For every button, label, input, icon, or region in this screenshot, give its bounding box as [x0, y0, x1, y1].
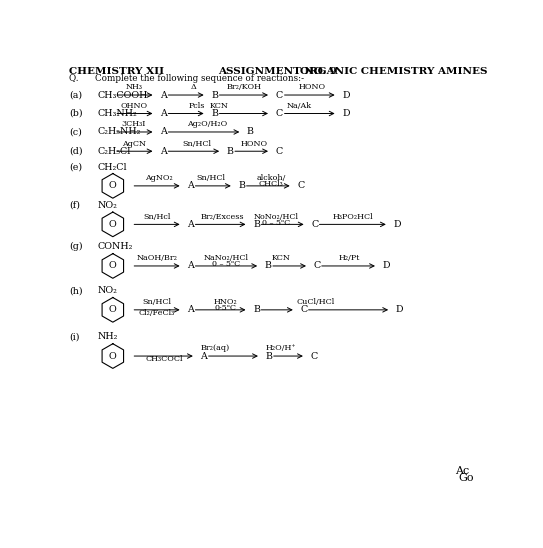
Text: NH₂: NH₂ — [97, 332, 118, 341]
Text: (i): (i) — [70, 332, 80, 341]
Text: Sn/HCl: Sn/HCl — [197, 174, 226, 182]
Text: HONO: HONO — [241, 140, 268, 147]
Text: B: B — [253, 305, 260, 315]
Text: B: B — [265, 261, 272, 271]
Text: NaNo₂/HCl: NaNo₂/HCl — [204, 254, 249, 262]
Text: Sn/HCl: Sn/HCl — [142, 298, 172, 306]
Text: (e): (e) — [70, 163, 83, 172]
Text: NaOH/Br₂: NaOH/Br₂ — [136, 254, 178, 262]
Text: D: D — [342, 90, 350, 100]
Text: B: B — [247, 128, 254, 136]
Text: Br₂/Excess: Br₂/Excess — [200, 213, 244, 221]
Text: A: A — [187, 220, 194, 229]
Text: CH₃COOH: CH₃COOH — [97, 90, 148, 100]
Text: O: O — [109, 305, 117, 315]
Text: (c): (c) — [70, 128, 83, 136]
Text: B: B — [266, 352, 273, 361]
Text: ASSIGNMENT NO. 9: ASSIGNMENT NO. 9 — [218, 67, 337, 76]
Text: D: D — [396, 305, 403, 315]
Text: A: A — [187, 305, 194, 315]
Text: C: C — [276, 147, 283, 156]
Text: A: A — [160, 128, 167, 136]
Text: H₃PO₂HCl: H₃PO₂HCl — [333, 213, 374, 221]
Text: Ac: Ac — [456, 466, 470, 476]
Text: C₂H₅Cl: C₂H₅Cl — [97, 147, 131, 156]
Text: NoNo₂/HCl: NoNo₂/HCl — [254, 213, 299, 221]
Text: Pcls: Pcls — [188, 102, 205, 110]
Text: Δ: Δ — [191, 83, 197, 92]
Text: O: O — [109, 261, 117, 271]
Text: AgNO₂: AgNO₂ — [146, 174, 173, 182]
Text: (a): (a) — [70, 90, 83, 100]
Text: (d): (d) — [70, 147, 83, 156]
Text: Sn/HCl: Sn/HCl — [182, 140, 211, 147]
Text: A: A — [160, 147, 167, 156]
Text: B: B — [238, 181, 245, 190]
Text: 0 – 5ᵒC: 0 – 5ᵒC — [212, 260, 240, 269]
Text: Cl₂/FeCl₃: Cl₂/FeCl₃ — [139, 309, 175, 317]
Text: CHCl₃: CHCl₃ — [258, 180, 283, 189]
Text: 3CH₃I: 3CH₃I — [122, 120, 146, 128]
Text: CH₃COCl: CH₃COCl — [145, 355, 183, 363]
Text: CONH₂: CONH₂ — [97, 242, 132, 251]
Text: C: C — [276, 109, 283, 118]
Text: O: O — [109, 220, 117, 229]
Text: C₂H₅NH₂: C₂H₅NH₂ — [97, 128, 141, 136]
Text: O: O — [109, 181, 117, 190]
Text: KCN: KCN — [272, 254, 291, 262]
Text: A: A — [187, 181, 194, 190]
Text: A: A — [160, 90, 167, 100]
Text: C: C — [311, 352, 318, 361]
Text: B: B — [211, 90, 218, 100]
Text: Na/Ak: Na/Ak — [286, 102, 311, 110]
Text: Q.      Complete the following sequence of reactions:-: Q. Complete the following sequence of re… — [70, 75, 305, 83]
Text: C: C — [297, 181, 305, 190]
Text: C: C — [300, 305, 308, 315]
Text: Sn/Hcl: Sn/Hcl — [143, 213, 171, 221]
Text: O: O — [109, 352, 117, 361]
Text: NH₃: NH₃ — [125, 83, 142, 92]
Text: A: A — [200, 352, 207, 361]
Text: B: B — [211, 109, 218, 118]
Text: Br₂/KOH: Br₂/KOH — [227, 83, 262, 92]
Text: NO₂: NO₂ — [97, 201, 117, 210]
Text: H₂/Pt: H₂/Pt — [338, 254, 360, 262]
Text: HNO₂: HNO₂ — [214, 298, 238, 306]
Text: C: C — [311, 220, 319, 229]
Text: C: C — [276, 90, 283, 100]
Text: (b): (b) — [70, 109, 83, 118]
Text: H₂O/H⁺: H₂O/H⁺ — [266, 344, 296, 352]
Text: Go: Go — [458, 473, 474, 483]
Text: CHEMISTRY XII: CHEMISTRY XII — [70, 67, 165, 76]
Text: 0-5ᵒC: 0-5ᵒC — [215, 304, 237, 312]
Text: D: D — [342, 109, 350, 118]
Text: alckoh/: alckoh/ — [256, 174, 286, 182]
Text: (h): (h) — [70, 286, 83, 295]
Text: B: B — [227, 147, 233, 156]
Text: CuCl/HCl: CuCl/HCl — [297, 298, 335, 306]
Text: OHNO: OHNO — [120, 102, 147, 110]
Text: Ag₂O/H₂O: Ag₂O/H₂O — [187, 120, 228, 128]
Text: AgCN: AgCN — [122, 140, 146, 147]
Text: 0 – 5ᵒC: 0 – 5ᵒC — [262, 219, 291, 227]
Text: HONO: HONO — [299, 83, 326, 92]
Text: A: A — [160, 109, 167, 118]
Text: Br₂(aq): Br₂(aq) — [200, 344, 230, 352]
Text: KCN: KCN — [210, 102, 229, 110]
Text: (f): (f) — [70, 201, 80, 210]
Text: C: C — [313, 261, 321, 271]
Text: D: D — [382, 261, 390, 271]
Text: NO₂: NO₂ — [97, 286, 117, 295]
Text: A: A — [187, 261, 194, 271]
Text: D: D — [393, 220, 401, 229]
Text: CH₃NH₂: CH₃NH₂ — [97, 109, 137, 118]
Text: CH₂Cl: CH₂Cl — [97, 163, 127, 172]
Text: (g): (g) — [70, 242, 83, 252]
Text: ORGANIC CHEMISTRY AMINES: ORGANIC CHEMISTRY AMINES — [300, 67, 487, 76]
Text: B: B — [253, 220, 260, 229]
